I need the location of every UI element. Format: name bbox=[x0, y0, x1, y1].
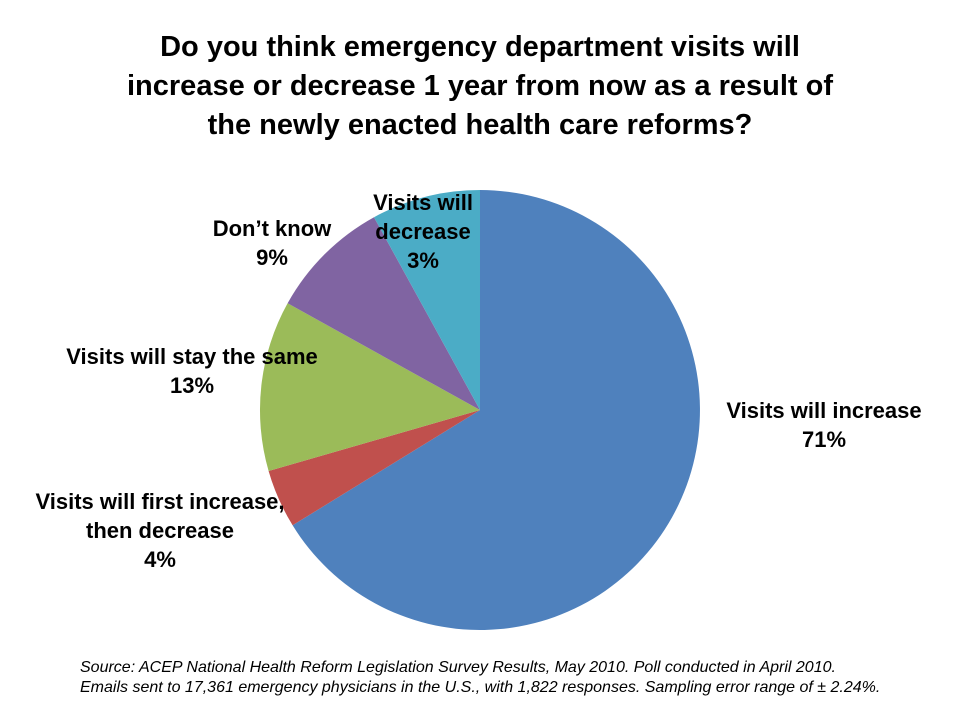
pie-slice-visits-will-increase bbox=[292, 190, 700, 630]
chart-title-line-2: increase or decrease 1 year from now as … bbox=[127, 70, 833, 102]
source-note-line-1: Source: ACEP National Health Reform Legi… bbox=[80, 659, 836, 676]
pie-label-pct: 4% bbox=[144, 547, 176, 572]
chart-title: Do you think emergency department visits… bbox=[0, 28, 960, 145]
source-note: Source: ACEP National Health Reform Legi… bbox=[80, 658, 880, 698]
chart-title-line-1: Do you think emergency department visits… bbox=[160, 31, 800, 63]
pie-label-line: Visits will increase bbox=[726, 398, 922, 423]
pie-label-line: Visits will first increase, bbox=[35, 489, 285, 514]
pie-label-visits-will-decrease: Visits will decrease 3% bbox=[373, 188, 473, 275]
pie-label-line: Visits will bbox=[373, 190, 473, 215]
pie-slice-don-t-know bbox=[287, 217, 480, 410]
pie-label-visits-will-stay-the-same: Visits will stay the same 13% bbox=[66, 342, 318, 400]
pie-label-line: decrease bbox=[375, 219, 471, 244]
pie-label-pct: 13% bbox=[169, 373, 215, 398]
pie-label-line: Visits will stay the same bbox=[66, 344, 318, 369]
pie-label-pct: 3% bbox=[407, 248, 439, 273]
pie-slice-visits-will-first-increase-then-decrease bbox=[268, 410, 480, 526]
pie-label-pct: 9% bbox=[256, 245, 288, 270]
pie-label-line: then decrease bbox=[86, 518, 234, 543]
chart-title-line-3: the newly enacted health care reforms? bbox=[207, 109, 753, 141]
pie-label-visits-will-increase: Visits will increase 71% bbox=[726, 396, 921, 454]
pie-slice-visits-will-decrease bbox=[374, 190, 480, 410]
pie-label-visits-will-first-increase-then-decrease: Visits will first increase, then decreas… bbox=[35, 487, 284, 574]
pie-label-pct: 71% bbox=[801, 427, 847, 452]
pie-slice-visits-will-stay-the-same bbox=[259, 303, 480, 471]
source-note-line-2: Emails sent to 17,361 emergency physicia… bbox=[80, 679, 881, 696]
pie-label-line: Don’t know bbox=[212, 216, 332, 241]
pie-label-dont-know: Don’t know 9% bbox=[213, 214, 332, 272]
